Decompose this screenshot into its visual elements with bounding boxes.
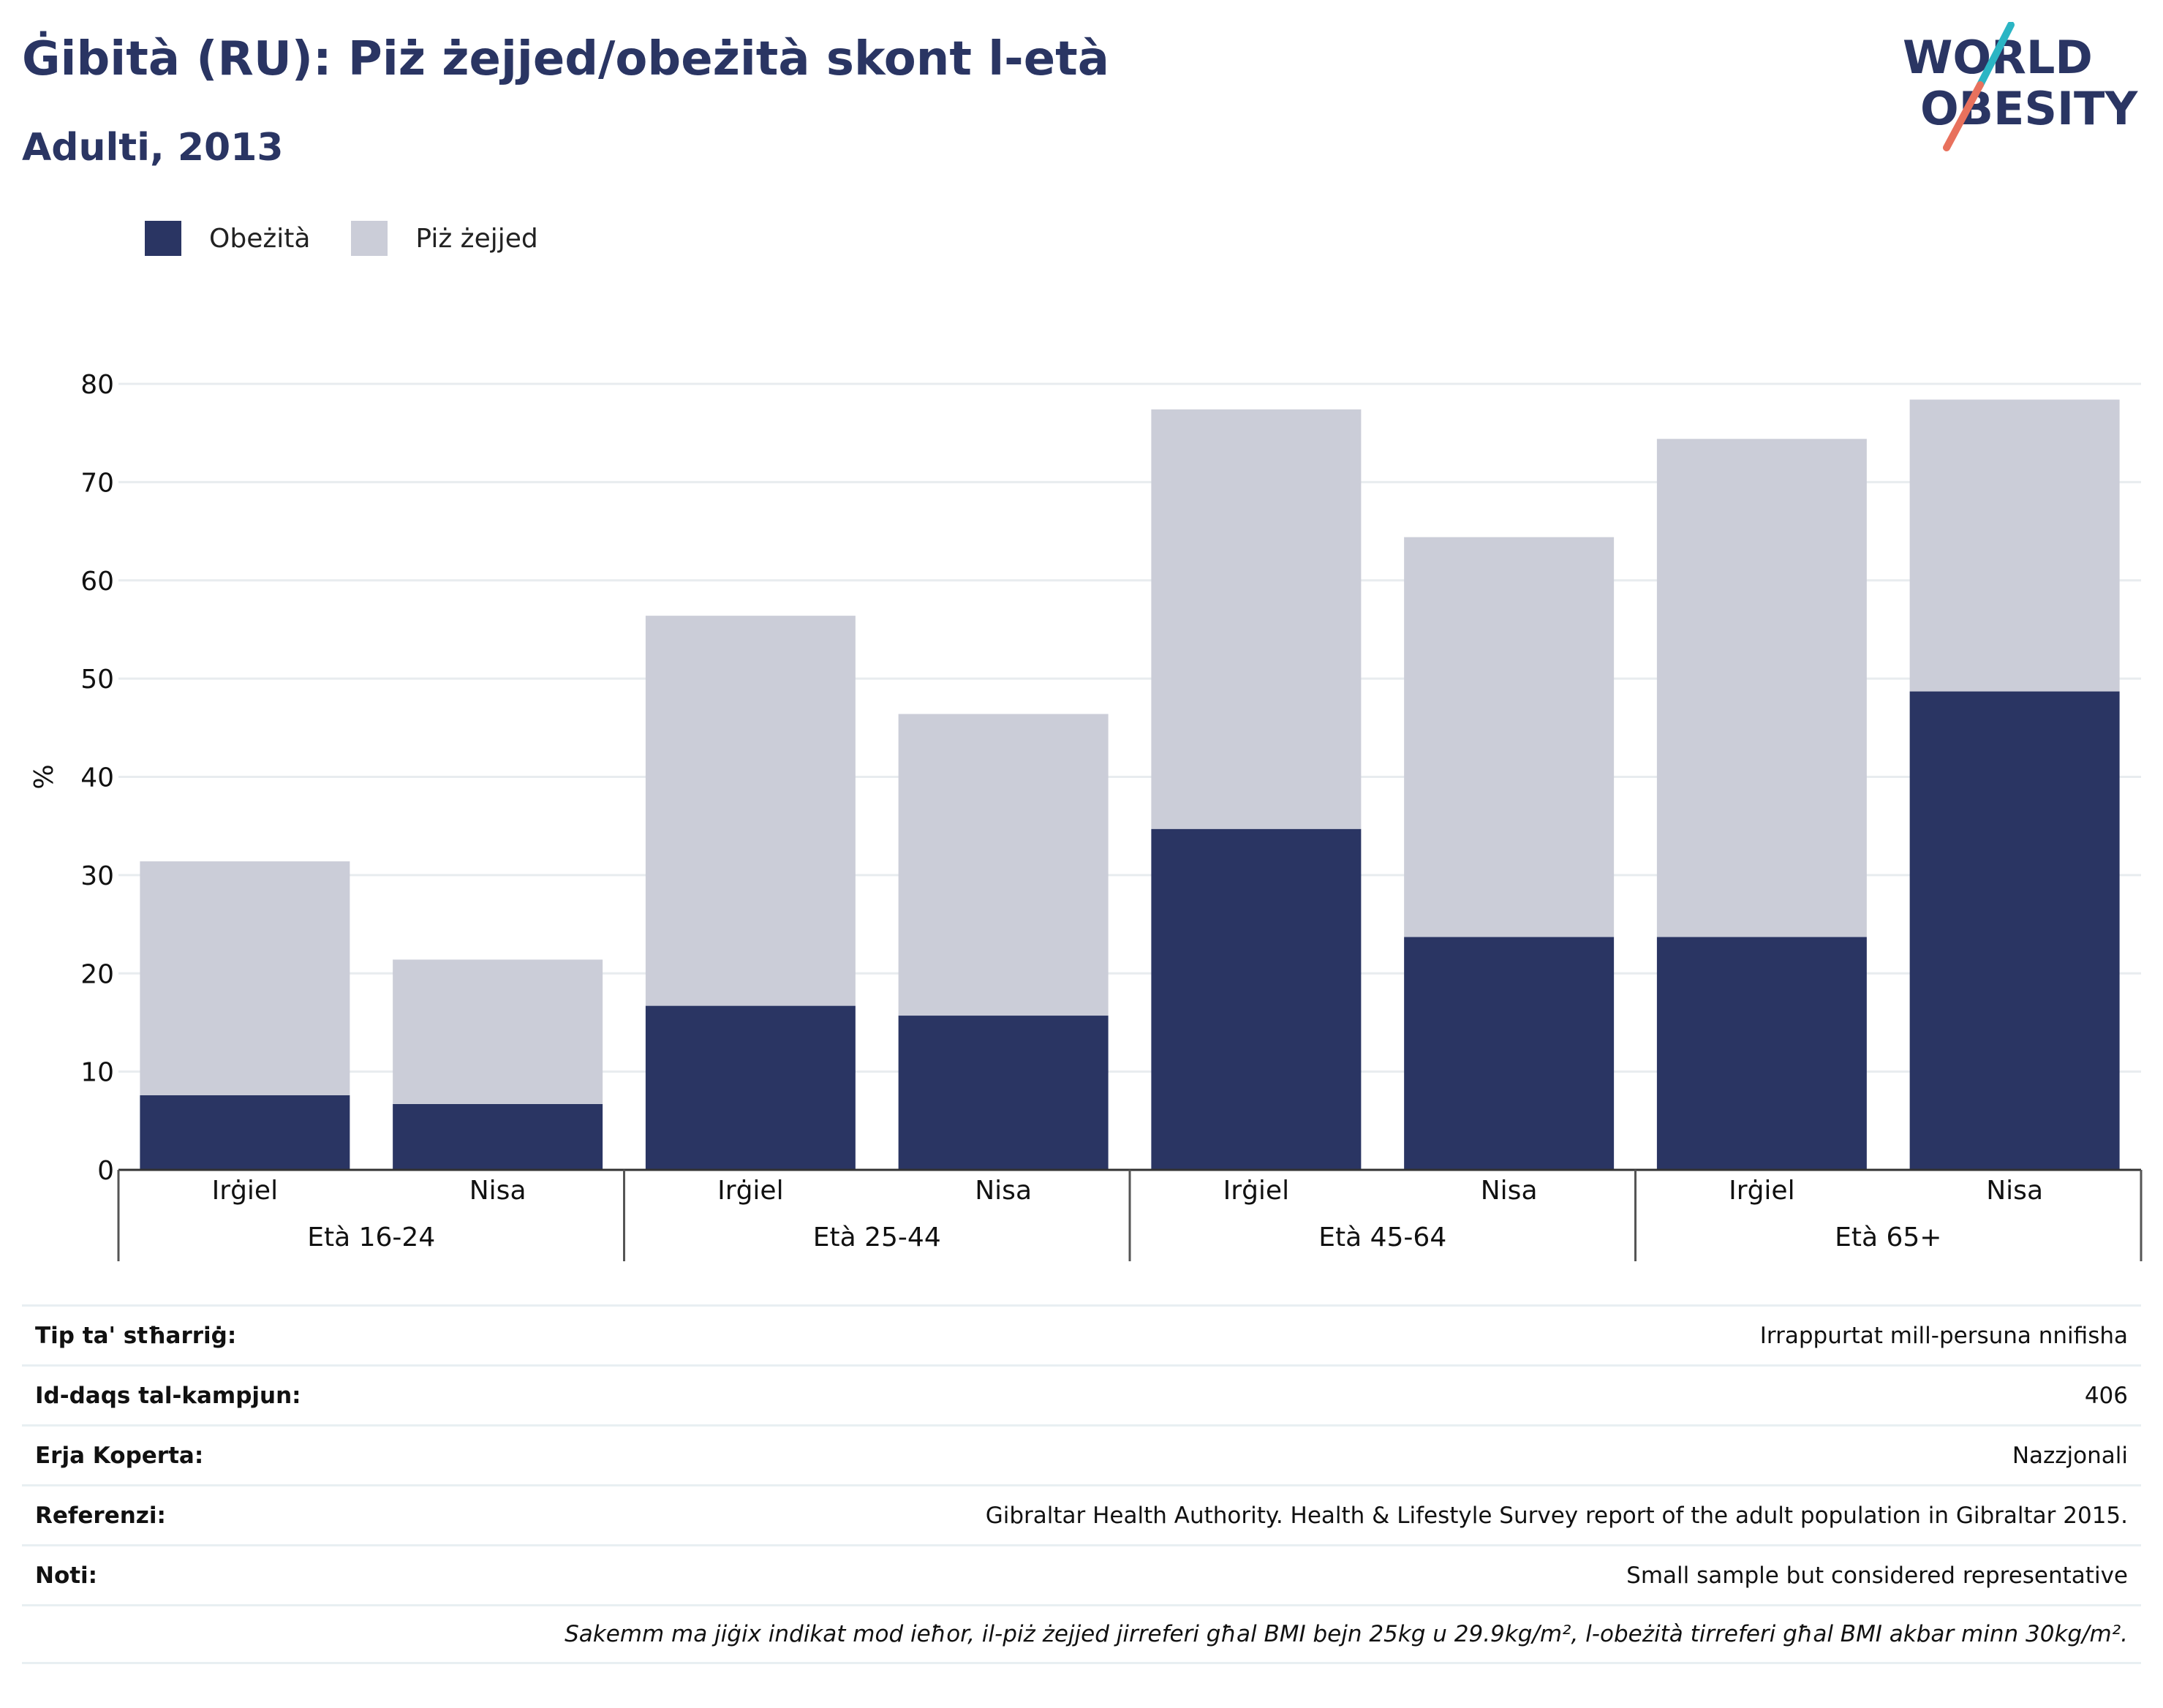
group-label: Età 25-44 — [813, 1223, 941, 1252]
chart-subtitle: Adulti, 2013 — [22, 126, 284, 170]
bar-obesity — [393, 1103, 603, 1170]
y-tick-label: 80 — [80, 370, 114, 400]
y-tick-label: 0 — [97, 1156, 114, 1186]
x-tick-label: Nisa — [469, 1176, 526, 1206]
info-value: Irrappurtat mill-persuna nnifisha — [1759, 1322, 2128, 1349]
legend-label-obesity: Obeżità — [209, 223, 311, 254]
y-tick-label: 60 — [80, 567, 114, 597]
x-tick-label: Irġiel — [717, 1176, 783, 1206]
y-tick-label: 30 — [80, 861, 114, 891]
legend-swatch-overweight — [351, 221, 388, 256]
info-row-notes: Noti: Small sample but considered repres… — [22, 1544, 2141, 1604]
group-label: Età 16-24 — [307, 1223, 435, 1252]
stacked-bar-chart: 0 10 20 30 40 50 60 70 80% Irġiel Nisa Irġiel Nisa Ir… — [29, 370, 2143, 1261]
info-label: Referenzi: — [35, 1502, 166, 1529]
bar-obesity — [140, 1095, 350, 1170]
y-tick-label: 50 — [80, 665, 114, 695]
info-value: Gibraltar Health Authority. Health & Lif… — [985, 1502, 2128, 1529]
legend-swatch-obesity — [145, 221, 181, 256]
chart-title: Ġibità (RU): Piż żejjed/obeżità skont l-… — [22, 32, 1109, 86]
info-row-survey-type: Tip ta' stħarriġ: Irrappurtat mill-persu… — [22, 1304, 2141, 1364]
x-tick-label: Irġiel — [1729, 1176, 1794, 1206]
y-tick-label: 40 — [80, 763, 114, 793]
bar-overweight — [140, 861, 350, 1095]
world-obesity-logo: WORLD OBESITY — [1903, 22, 2138, 151]
group-label: Età 65+ — [1835, 1223, 1941, 1252]
bar-overweight — [645, 616, 856, 1006]
group-label: Età 45-64 — [1318, 1223, 1446, 1252]
logo-line2: OBESITY — [1920, 82, 2138, 135]
x-tick-label: Irġiel — [212, 1176, 278, 1206]
y-tick-label: 10 — [80, 1058, 114, 1088]
legend-item-overweight[interactable]: Piż żejjed — [351, 221, 538, 256]
bar-obesity — [1909, 691, 2120, 1170]
legend: Obeżità Piż żejjed — [145, 219, 579, 257]
info-label: Tip ta' stħarriġ: — [35, 1322, 237, 1349]
bar-overweight — [1151, 409, 1362, 829]
x-tick-label: Nisa — [975, 1176, 1032, 1206]
footnote: Sakemm ma jiġix indikat mod ieħor, il-pi… — [565, 1621, 2128, 1647]
x-tick-label: Nisa — [1986, 1176, 2043, 1206]
y-tick-label: 20 — [80, 959, 114, 989]
info-value: Small sample but considered representati… — [1626, 1562, 2128, 1589]
bar-obesity — [1151, 828, 1362, 1170]
legend-item-obesity[interactable]: Obeżità — [145, 221, 310, 256]
info-label: Erja Koperta: — [35, 1442, 204, 1469]
bar-overweight — [1656, 439, 1867, 937]
x-tick-label: Nisa — [1481, 1176, 1538, 1206]
bar-overweight — [1404, 537, 1615, 937]
info-label: Id-daqs tal-kampjun: — [35, 1382, 301, 1409]
info-table: Tip ta' stħarriġ: Irrappurtat mill-persu… — [22, 1304, 2141, 1664]
bar-overweight — [1909, 399, 2120, 692]
y-axis-label: % — [29, 764, 59, 789]
bar-overweight — [898, 714, 1109, 1016]
bar-obesity — [1404, 937, 1615, 1170]
footnote-row: Sakemm ma jiġix indikat mod ieħor, il-pi… — [22, 1604, 2141, 1664]
info-row-area-covered: Erja Koperta: Nazzjonali — [22, 1424, 2141, 1484]
y-tick-label: 70 — [80, 468, 114, 498]
info-label: Noti: — [35, 1562, 98, 1589]
x-tick-label: Irġiel — [1223, 1176, 1289, 1206]
legend-label-overweight: Piż żejjed — [415, 223, 538, 254]
bar-obesity — [1656, 937, 1867, 1170]
bar-overweight — [393, 959, 603, 1104]
bar-obesity — [645, 1005, 856, 1170]
info-value: Nazzjonali — [2012, 1442, 2128, 1469]
info-row-sample-size: Id-daqs tal-kampjun: 406 — [22, 1364, 2141, 1424]
info-row-references: Referenzi: Gibraltar Health Authority. H… — [22, 1484, 2141, 1544]
info-value: 406 — [2084, 1382, 2128, 1409]
bar-obesity — [898, 1016, 1109, 1170]
